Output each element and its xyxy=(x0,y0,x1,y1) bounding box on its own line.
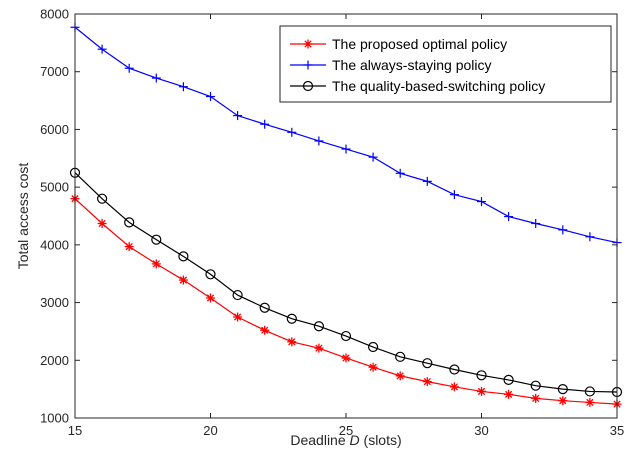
x-tick-label: 35 xyxy=(610,423,624,438)
series-3-point xyxy=(232,289,243,301)
legend-label: The proposed optimal policy xyxy=(332,36,507,52)
series-1-point xyxy=(341,353,351,363)
series-2-point xyxy=(504,212,514,222)
series-2 xyxy=(70,22,622,248)
y-tick-label: 7000 xyxy=(40,64,69,79)
series-3-point xyxy=(96,193,108,204)
series-3-point xyxy=(557,384,568,395)
series-3-point xyxy=(313,321,324,332)
legend-item-3: The quality-based-switching policy xyxy=(290,78,545,94)
series-2-point xyxy=(260,119,270,129)
series-2-point xyxy=(558,225,568,235)
x-axis-label: Deadline D (slots) xyxy=(290,432,401,448)
series-1-point xyxy=(314,343,324,353)
series-1-point xyxy=(260,325,270,335)
series-3-point xyxy=(449,364,460,375)
x-tick-label: 30 xyxy=(474,423,488,438)
series-3-point xyxy=(368,341,379,353)
series-1-point xyxy=(124,242,134,252)
series-1-point xyxy=(504,389,514,399)
series-1 xyxy=(70,194,622,409)
series-3-point xyxy=(178,251,189,262)
series-1-point xyxy=(477,386,486,396)
series-1-point xyxy=(585,397,595,407)
y-tick-label: 8000 xyxy=(40,7,69,22)
tick-labels: 15 20 25 30 35 1000 2000 3000 4000 5000 6000 7000 80… xyxy=(40,7,624,439)
series-3-point xyxy=(124,217,135,228)
series-1-point xyxy=(206,293,215,303)
legend-label: The quality-based-switching policy xyxy=(332,78,545,94)
series-3-point xyxy=(530,380,541,391)
legend-box xyxy=(279,25,612,103)
series-2-point xyxy=(368,152,378,162)
axes xyxy=(74,13,618,419)
series-1-point xyxy=(449,382,459,392)
series-1-point xyxy=(422,377,432,387)
series-2-point xyxy=(151,73,161,83)
legend-marker xyxy=(302,80,314,92)
y-axis-label: Total access cost xyxy=(15,163,31,270)
x-tick-label: 20 xyxy=(203,423,217,438)
series-2-point xyxy=(97,44,107,54)
series-1-point xyxy=(233,312,243,322)
series-1-point xyxy=(178,275,188,285)
x-tick-label: 15 xyxy=(68,423,82,438)
series-2-point xyxy=(585,232,595,242)
series-1-point xyxy=(97,219,107,229)
series-2-point xyxy=(233,111,243,121)
series-3-point xyxy=(395,351,406,362)
series-3-point xyxy=(584,386,596,397)
series-1-point xyxy=(395,371,405,381)
y-tick-label: 4000 xyxy=(40,237,69,252)
series-3-point xyxy=(476,370,487,381)
series-3-point xyxy=(151,234,162,245)
series-1-point xyxy=(368,362,378,372)
series-3 xyxy=(69,167,623,398)
series-1-point xyxy=(287,337,297,347)
legend: The proposed optimal policy The always-st… xyxy=(279,25,612,103)
legend-marker xyxy=(303,39,313,49)
legend-item-2: The always-staying policy xyxy=(290,57,492,73)
series-3-point xyxy=(422,358,433,369)
y-tick-label: 1000 xyxy=(40,411,69,426)
series-2-point xyxy=(422,176,432,186)
series-2-point xyxy=(477,197,486,207)
legend-label: The always-staying policy xyxy=(332,57,492,73)
series-line-3 xyxy=(74,172,618,393)
legend-marker xyxy=(303,60,313,70)
series-3-point xyxy=(259,302,270,313)
legend-item-1: The proposed optimal policy xyxy=(290,36,507,52)
y-tick-label: 5000 xyxy=(40,180,69,195)
series-2-point xyxy=(449,190,459,200)
series-3-point xyxy=(503,374,514,386)
series-1-point xyxy=(151,259,161,269)
series-3-point xyxy=(340,330,352,342)
y-tick-label: 6000 xyxy=(40,122,69,137)
series-1-point xyxy=(558,396,568,406)
series-2-point xyxy=(341,144,351,154)
series-3-point xyxy=(286,313,297,324)
series-2-point xyxy=(531,219,541,229)
series-2-point xyxy=(287,127,297,137)
series-2-point xyxy=(206,92,215,102)
x-tick-label: 25 xyxy=(339,423,353,438)
y-tick-label: 2000 xyxy=(40,353,69,368)
series-2-point xyxy=(395,168,405,178)
series-2-point xyxy=(178,82,188,92)
series-1-point xyxy=(531,393,541,403)
series-layer xyxy=(69,22,623,409)
series-2-point xyxy=(314,136,324,146)
y-tick-label: 3000 xyxy=(40,295,69,310)
series-2-point xyxy=(124,63,134,73)
series-3-point xyxy=(205,269,216,280)
